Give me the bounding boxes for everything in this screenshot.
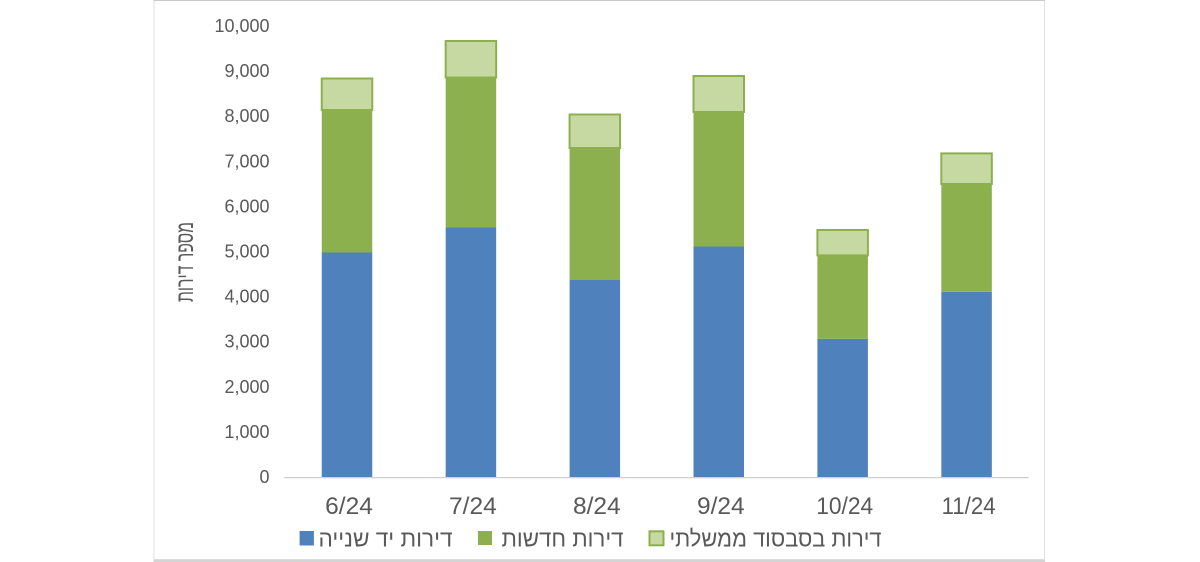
svg-text:5,000: 5,000 [224, 242, 269, 262]
svg-text:מספר דירות: מספר דירות [172, 222, 199, 302]
svg-text:7/24: 7/24 [449, 493, 497, 520]
svg-text:דירות יד שנייה: דירות יד שנייה [319, 526, 453, 552]
svg-text:3,000: 3,000 [224, 332, 269, 352]
svg-text:11/24: 11/24 [942, 493, 996, 520]
svg-text:6/24: 6/24 [325, 493, 373, 520]
svg-text:0: 0 [259, 467, 269, 487]
svg-text:6,000: 6,000 [224, 196, 269, 216]
svg-text:דירות בסבסוד ממשלתי: דירות בסבסוד ממשלתי [670, 526, 882, 552]
svg-text:9/24: 9/24 [697, 493, 745, 520]
svg-text:1,000: 1,000 [224, 422, 269, 442]
svg-text:9,000: 9,000 [224, 61, 269, 81]
svg-text:10,000: 10,000 [214, 16, 269, 36]
svg-text:7,000: 7,000 [224, 151, 269, 171]
svg-text:דירות חדשות: דירות חדשות [502, 526, 624, 552]
svg-text:10/24: 10/24 [816, 493, 873, 520]
svg-text:8/24: 8/24 [573, 493, 621, 520]
svg-text:2,000: 2,000 [224, 377, 269, 397]
svg-text:4,000: 4,000 [224, 287, 269, 307]
svg-text:8,000: 8,000 [224, 106, 269, 126]
